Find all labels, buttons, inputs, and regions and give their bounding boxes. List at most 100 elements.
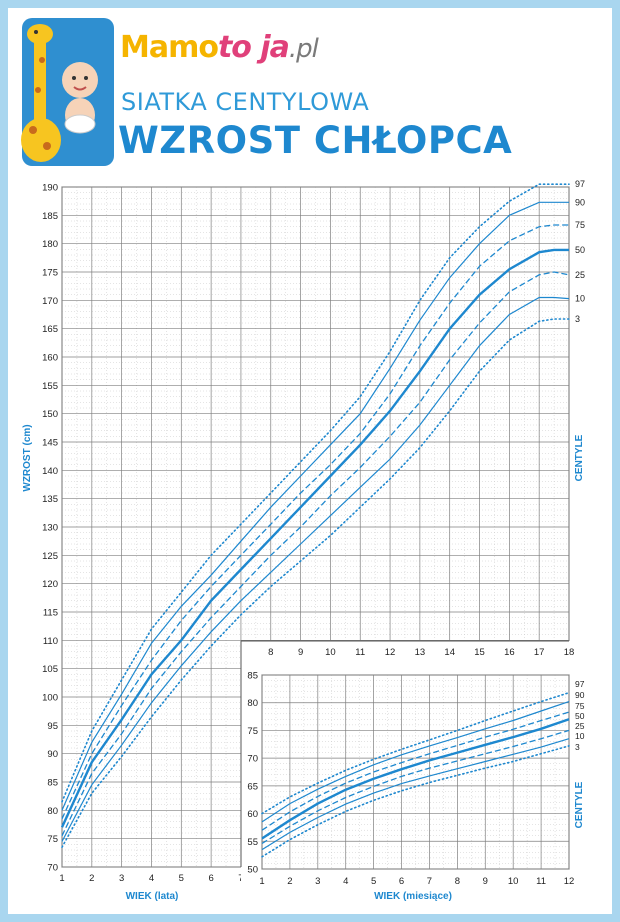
inset-right-axis-title: CENTYLE bbox=[574, 781, 585, 828]
main-x-tick-label: 18 bbox=[564, 647, 575, 658]
main-y-tick-label: 110 bbox=[43, 636, 58, 647]
inset-x-tick-label: 8 bbox=[455, 876, 460, 887]
main-series-line-p50 bbox=[60, 248, 569, 828]
inset-y-tick-label: 60 bbox=[247, 809, 258, 820]
logo-part-mamo: Mamo bbox=[120, 30, 219, 65]
main-y-tick-label: 120 bbox=[42, 579, 58, 590]
brand-logo: Mamoto ja.pl bbox=[120, 30, 319, 65]
main-y-tick-label: 90 bbox=[47, 749, 58, 760]
inset-x-axis-title: WIEK (miesiące) bbox=[374, 891, 452, 902]
inset-x-tick-label: 9 bbox=[483, 876, 488, 887]
logo-part-toja: to ja bbox=[217, 30, 290, 65]
inset-x-tick-label: 7 bbox=[427, 876, 432, 887]
main-y-tick-label: 70 bbox=[47, 863, 58, 874]
inset-centile-label: 25 bbox=[575, 721, 585, 731]
inset-series-line-p90 bbox=[261, 701, 570, 823]
inset-x-tick-label: 5 bbox=[371, 876, 376, 887]
main-x-tick-label: 2 bbox=[89, 873, 94, 884]
main-y-tick-label: 165 bbox=[42, 324, 58, 335]
main-y-tick-label: 105 bbox=[42, 664, 58, 675]
chart-title: WZROST CHŁOPCA bbox=[118, 119, 513, 162]
logo-part-pl: .pl bbox=[288, 34, 319, 64]
main-x-tick-label: 16 bbox=[504, 647, 515, 658]
main-y-tick-label: 135 bbox=[42, 494, 58, 505]
main-series-line-p90 bbox=[61, 201, 569, 811]
main-y-tick-label: 115 bbox=[43, 608, 58, 619]
inset-centile-label: 90 bbox=[575, 690, 585, 700]
inset-series-line-p75 bbox=[261, 711, 570, 831]
inset-y-tick-label: 85 bbox=[247, 671, 258, 682]
main-y-tick-label: 80 bbox=[47, 806, 58, 817]
main-series-line-p10 bbox=[61, 296, 570, 842]
inset-series-line-p50 bbox=[261, 718, 570, 840]
main-centile-label: 3 bbox=[575, 314, 580, 324]
main-right-axis-title: CENTYLE bbox=[574, 434, 585, 481]
inset-series-line-p10 bbox=[261, 738, 570, 851]
main-y-tick-label: 75 bbox=[47, 834, 58, 845]
main-x-tick-label: 8 bbox=[268, 647, 273, 658]
main-series-line-p25 bbox=[61, 271, 570, 837]
main-y-tick-label: 100 bbox=[42, 693, 58, 704]
inset-x-tick-label: 10 bbox=[508, 876, 519, 887]
inset-y-tick-label: 75 bbox=[247, 726, 258, 737]
main-x-tick-label: 4 bbox=[149, 873, 154, 884]
main-y-tick-label: 85 bbox=[47, 778, 58, 789]
inset-centile-label: 75 bbox=[575, 701, 585, 711]
main-y-tick-label: 125 bbox=[42, 551, 58, 562]
inset-centile-label: 3 bbox=[575, 742, 580, 752]
main-y-tick-label: 180 bbox=[42, 239, 58, 250]
main-y-tick-label: 160 bbox=[42, 353, 58, 364]
main-centile-label: 97 bbox=[575, 179, 585, 189]
main-y-tick-label: 175 bbox=[42, 268, 58, 279]
main-x-axis-title: WIEK (lata) bbox=[126, 891, 179, 902]
main-y-tick-label: 145 bbox=[42, 438, 58, 449]
inset-centile-label: 97 bbox=[575, 679, 585, 689]
main-x-tick-label: 6 bbox=[208, 873, 213, 884]
inset-x-tick-label: 1 bbox=[259, 876, 264, 887]
inset-x-tick-label: 6 bbox=[399, 876, 404, 887]
main-x-tick-label: 11 bbox=[355, 647, 365, 658]
main-y-axis-title: WZROST (cm) bbox=[22, 424, 33, 491]
inset-series-line-p3 bbox=[261, 745, 570, 858]
main-x-tick-label: 9 bbox=[298, 647, 303, 658]
inset-x-tick-label: 4 bbox=[343, 876, 348, 887]
main-series-line-p75 bbox=[61, 224, 569, 820]
main-x-tick-label: 3 bbox=[119, 873, 124, 884]
inset-x-tick-label: 2 bbox=[287, 876, 292, 887]
main-x-tick-label: 13 bbox=[415, 647, 426, 658]
main-centile-label: 10 bbox=[575, 294, 585, 304]
main-centile-label: 50 bbox=[575, 245, 585, 255]
main-x-tick-label: 15 bbox=[474, 647, 485, 658]
main-x-tick-label: 17 bbox=[534, 647, 545, 658]
main-y-tick-label: 150 bbox=[42, 409, 58, 420]
main-y-tick-label: 95 bbox=[47, 721, 58, 732]
main-centile-label: 90 bbox=[575, 197, 585, 207]
main-series-line-p97 bbox=[61, 183, 570, 803]
inset-y-tick-label: 50 bbox=[247, 865, 258, 876]
main-x-tick-label: 5 bbox=[179, 873, 184, 884]
chart-subtitle: SIATKA CENTYLOWA bbox=[121, 88, 370, 116]
main-x-tick-label: 14 bbox=[444, 647, 455, 658]
inset-y-tick-label: 65 bbox=[247, 781, 258, 792]
main-x-tick-label: 7 bbox=[238, 873, 243, 884]
main-y-tick-label: 170 bbox=[42, 296, 58, 307]
main-x-tick-label: 1 bbox=[59, 873, 64, 884]
main-y-tick-label: 130 bbox=[42, 523, 58, 534]
main-y-tick-label: 140 bbox=[42, 466, 58, 477]
inset-series-line-p25 bbox=[261, 729, 570, 845]
inset-x-tick-label: 11 bbox=[536, 876, 546, 887]
baby-illustration bbox=[62, 62, 98, 134]
inset-y-tick-label: 70 bbox=[247, 754, 258, 765]
inset-series-line-p97 bbox=[261, 691, 570, 815]
main-y-tick-label: 185 bbox=[42, 211, 58, 222]
main-y-tick-label: 190 bbox=[42, 183, 58, 194]
main-centile-label: 75 bbox=[575, 220, 585, 230]
main-x-tick-label: 12 bbox=[385, 647, 396, 658]
main-y-tick-label: 155 bbox=[42, 381, 58, 392]
main-centile-label: 25 bbox=[575, 270, 585, 280]
inset-x-tick-label: 12 bbox=[564, 876, 575, 887]
inset-centile-label: 10 bbox=[575, 731, 585, 741]
inset-centile-label: 50 bbox=[575, 711, 585, 721]
inset-y-tick-label: 55 bbox=[247, 837, 258, 848]
